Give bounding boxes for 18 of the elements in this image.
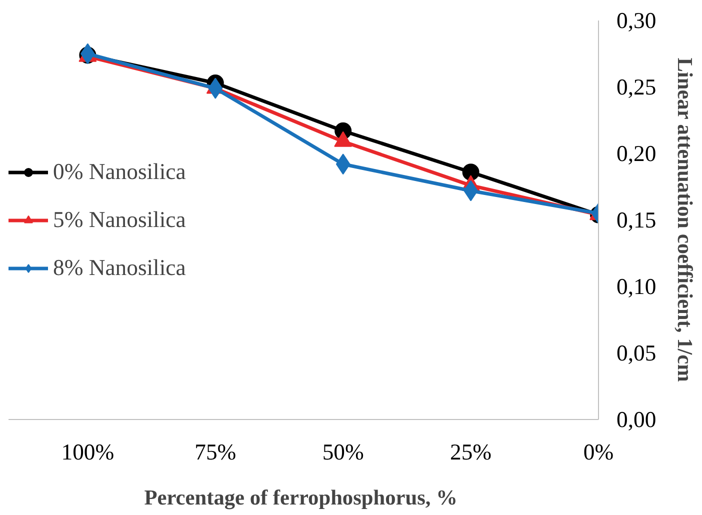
y-tick-label: 0,05 xyxy=(616,340,656,366)
legend-label: 8% Nanosilica xyxy=(53,254,186,280)
y-axis-title: Linear attenuation coefficient, 1/cm xyxy=(673,58,698,382)
y-tick-label: 0,15 xyxy=(616,208,656,232)
x-tick-label: 100% xyxy=(61,440,114,464)
point xyxy=(462,164,480,181)
y-tick-label: 0,20 xyxy=(616,141,656,166)
legend-label: 5% Nanosilica xyxy=(53,206,186,232)
y-tick-label: 0,00 xyxy=(616,407,656,432)
y-tick-label: 0,10 xyxy=(616,274,656,299)
x-tick-label: 75% xyxy=(194,440,236,464)
x-axis-title: Percentage of ferrophosphorus, % xyxy=(144,486,458,510)
legend-label: 0% Nanosilica xyxy=(53,158,186,184)
x-tick-label: 25% xyxy=(450,440,492,464)
y-tick-label: 0,30 xyxy=(616,8,656,33)
x-tick-label: 0% xyxy=(583,440,614,464)
x-tick-label: 50% xyxy=(322,440,364,464)
y-tick-label: 0,25 xyxy=(616,74,656,100)
